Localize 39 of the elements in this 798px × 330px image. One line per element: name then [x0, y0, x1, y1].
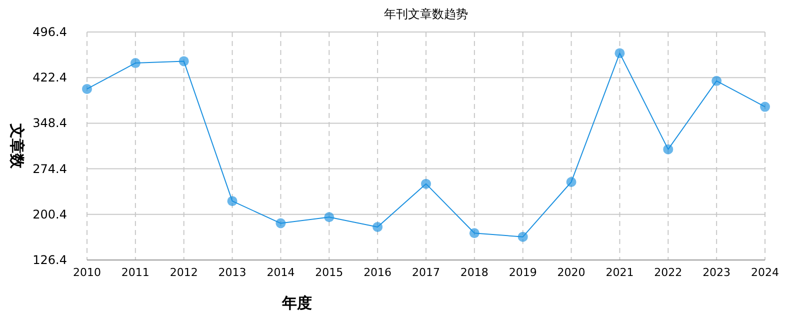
- x-tick-label: 2022: [654, 266, 682, 279]
- x-tick-label: 2011: [121, 266, 150, 279]
- point: [614, 48, 625, 58]
- point: [566, 176, 576, 187]
- x-tick-label: 2010: [73, 266, 101, 279]
- y-tick-label: 126.4: [32, 253, 67, 267]
- point: [372, 222, 383, 232]
- y-axis-title: 文章数: [8, 122, 26, 170]
- point: [469, 228, 480, 238]
- x-tick-label: 2019: [508, 266, 537, 279]
- x-tick-label: 2013: [218, 266, 246, 279]
- point: [82, 84, 92, 94]
- x-tick-label: 2014: [266, 266, 295, 279]
- point: [760, 102, 770, 112]
- x-axis-title: 年度: [281, 294, 312, 312]
- chart-title: 年刊文章数趋势: [384, 7, 468, 21]
- point: [421, 178, 431, 189]
- point: [712, 76, 722, 86]
- x-tick-label: 2016: [364, 266, 392, 279]
- point: [227, 196, 238, 206]
- point: [324, 212, 334, 222]
- point: [518, 232, 528, 242]
- x-tick-label: 2017: [412, 266, 440, 279]
- x-tick-label: 2020: [557, 266, 586, 279]
- point: [178, 56, 189, 66]
- y-tick-label: 422.4: [32, 70, 67, 85]
- y-tick-label: 200.4: [32, 207, 67, 222]
- x-tick-label: 2018: [460, 266, 488, 279]
- x-tick-label: 2012: [170, 266, 198, 279]
- y-tick-label: 274.4: [32, 162, 67, 176]
- x-tick-label: 2021: [606, 266, 634, 279]
- x-tick-label: 2023: [702, 266, 731, 279]
- y-tick-label: 348.4: [32, 116, 67, 130]
- x-tick-label: 2015: [315, 266, 344, 279]
- point: [663, 144, 674, 154]
- point: [130, 58, 140, 68]
- point: [276, 218, 286, 228]
- x-tick-label: 2024: [751, 266, 779, 279]
- y-tick-label: 496.4: [32, 25, 67, 39]
